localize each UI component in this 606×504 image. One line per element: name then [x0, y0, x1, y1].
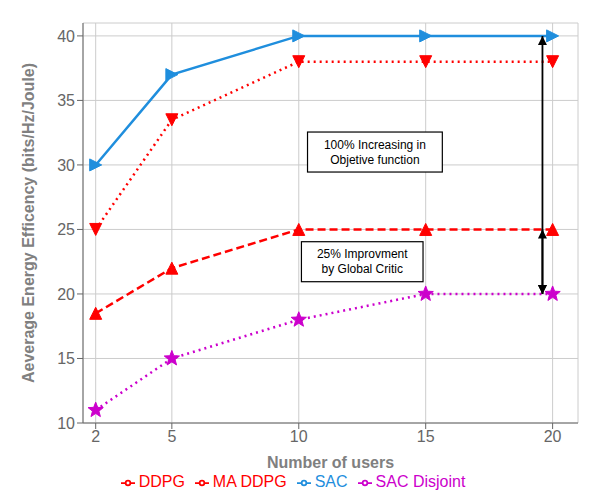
svg-text:5: 5	[167, 428, 176, 445]
svg-text:25: 25	[57, 221, 75, 238]
html-text:MA DDPG: MA DDPG	[212, 473, 287, 490]
svg-text:10: 10	[290, 428, 308, 445]
html-text:SAC Disjoint: SAC Disjoint	[375, 473, 466, 490]
svg-text:15: 15	[57, 350, 75, 367]
svg-text:Aeverage Energy Efficency (bit: Aeverage Energy Efficency (bits/Hz/Joule…	[20, 63, 37, 383]
svg-text:25% Improvmentby Global Critic: 25% Improvmentby Global Critic	[317, 247, 408, 276]
svg-text:20: 20	[544, 428, 562, 445]
svg-text:30: 30	[57, 157, 75, 174]
svg-text:Number of users: Number of users	[267, 454, 394, 471]
svg-text:40: 40	[57, 28, 75, 45]
svg-text:2: 2	[91, 428, 100, 445]
svg-text:15: 15	[417, 428, 435, 445]
html-text:DDPG: DDPG	[138, 473, 185, 490]
svg-text:35: 35	[57, 92, 75, 109]
html-text:SAC: SAC	[314, 473, 348, 490]
svg-text:20: 20	[57, 286, 75, 303]
svg-text:100% Increasing inObjetive fun: 100% Increasing inObjetive function	[324, 138, 426, 167]
svg-text:10: 10	[57, 415, 75, 432]
